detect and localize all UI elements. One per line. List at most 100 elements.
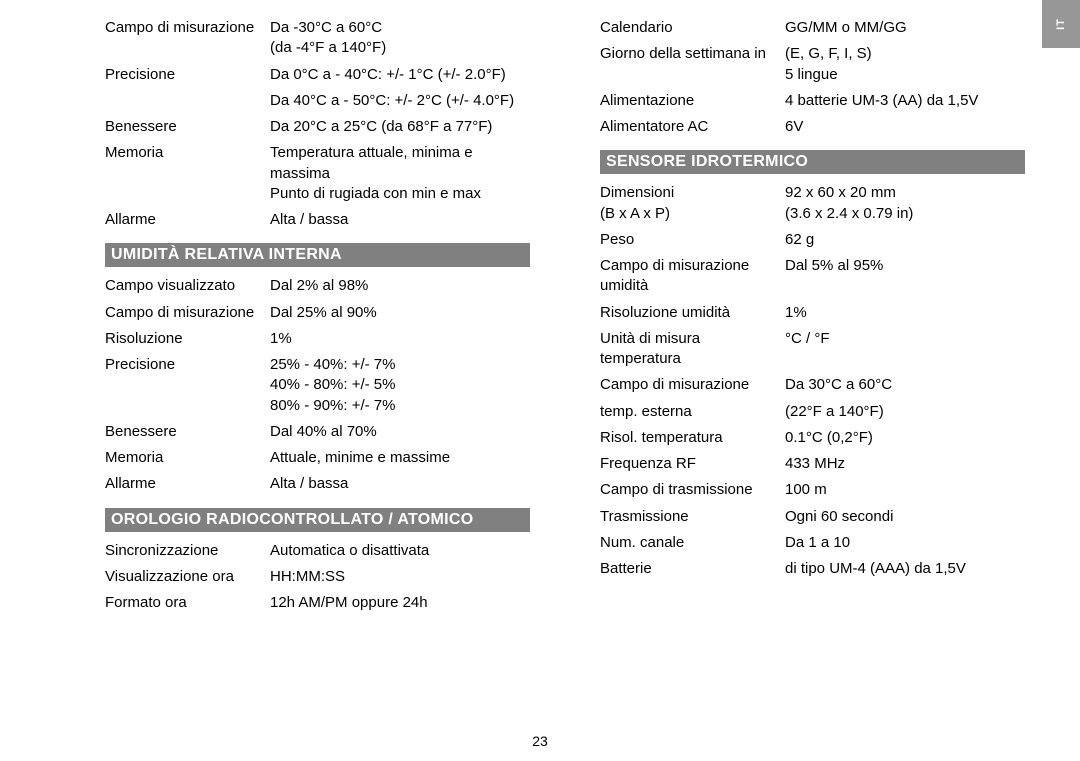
- spec-value: 1%: [270, 326, 530, 352]
- table-row: Frequenza RF433 MHz: [600, 451, 1025, 477]
- table-row: Visualizzazione oraHH:MM:SS: [105, 564, 530, 590]
- page-number: 23: [0, 733, 1080, 749]
- table-row: AllarmeAlta / bassa: [105, 207, 530, 233]
- spec-value: Dal 25% al 90%: [270, 300, 530, 326]
- spec-label: Alimentatore AC: [600, 114, 785, 140]
- table-row: Campo di trasmissione100 m: [600, 477, 1025, 503]
- section-header-sensor: SENSORE IDROTERMICO: [600, 150, 1025, 174]
- table-row: Num. canaleDa 1 a 10: [600, 530, 1025, 556]
- spec-label: Batterie: [600, 556, 785, 582]
- table-row: Unità di misura temperatura°C / °F: [600, 326, 1025, 373]
- spec-label: Benessere: [105, 114, 270, 140]
- spec-label: Memoria: [105, 140, 270, 207]
- spec-label: Precisione: [105, 62, 270, 88]
- spec-label: Campo di trasmissione: [600, 477, 785, 503]
- spec-label: Unità di misura temperatura: [600, 326, 785, 373]
- spec-label: Trasmissione: [600, 504, 785, 530]
- table-row: Da 40°C a - 50°C: +/- 2°C (+/- 4.0°F): [105, 88, 530, 114]
- table-row: CalendarioGG/MM o MM/GG: [600, 15, 1025, 41]
- spec-table-humidity: Campo visualizzatoDal 2% al 98%Campo di …: [105, 273, 530, 497]
- spec-value: Dal 5% al 95%: [785, 253, 1025, 300]
- spec-label: Campo di misurazione: [105, 300, 270, 326]
- table-row: Campo di misurazioneDa 30°C a 60°C: [600, 372, 1025, 398]
- spec-label: Frequenza RF: [600, 451, 785, 477]
- left-column: Campo di misurazioneDa -30°C a 60°C(da -…: [105, 15, 530, 616]
- spec-label: Allarme: [105, 471, 270, 497]
- spec-value: 100 m: [785, 477, 1025, 503]
- spec-label: Risoluzione umidità: [600, 300, 785, 326]
- spec-label: Campo di misurazione: [105, 15, 270, 62]
- table-row: BenessereDa 20°C a 25°C (da 68°F a 77°F): [105, 114, 530, 140]
- table-row: MemoriaTemperatura attuale, minima e mas…: [105, 140, 530, 207]
- spec-value: Da 30°C a 60°C: [785, 372, 1025, 398]
- spec-value: Da 20°C a 25°C (da 68°F a 77°F): [270, 114, 530, 140]
- table-row: Campo di misurazioneDa -30°C a 60°C(da -…: [105, 15, 530, 62]
- spec-label: Peso: [600, 227, 785, 253]
- section-header-clock: OROLOGIO RADIOCONTROLLATO / ATOMICO: [105, 508, 530, 532]
- spec-value: Ogni 60 secondi: [785, 504, 1025, 530]
- table-row: SincronizzazioneAutomatica o disattivata: [105, 538, 530, 564]
- table-row: TrasmissioneOgni 60 secondi: [600, 504, 1025, 530]
- spec-value: HH:MM:SS: [270, 564, 530, 590]
- language-tab-text: IT: [1055, 18, 1067, 30]
- spec-label: Risoluzione: [105, 326, 270, 352]
- spec-value: 12h AM/PM oppure 24h: [270, 590, 530, 616]
- spec-label: Sincronizzazione: [105, 538, 270, 564]
- spec-value: 4 batterie UM-3 (AA) da 1,5V: [785, 88, 1025, 114]
- spec-value: (E, G, F, I, S)5 lingue: [785, 41, 1025, 88]
- spec-label: Campo visualizzato: [105, 273, 270, 299]
- spec-value: 1%: [785, 300, 1025, 326]
- spec-value: GG/MM o MM/GG: [785, 15, 1025, 41]
- spec-label: Giorno della settimana in: [600, 41, 785, 88]
- table-row: Giorno della settimana in(E, G, F, I, S)…: [600, 41, 1025, 88]
- spec-label: Num. canale: [600, 530, 785, 556]
- spec-label: Campo di misurazione umidità: [600, 253, 785, 300]
- spec-value: 433 MHz: [785, 451, 1025, 477]
- spec-value: di tipo UM-4 (AAA) da 1,5V: [785, 556, 1025, 582]
- spec-value: Da -30°C a 60°C(da -4°F a 140°F): [270, 15, 530, 62]
- spec-table-sensor: Dimensioni(B x A x P)92 x 60 x 20 mm(3.6…: [600, 180, 1025, 582]
- spec-table-top-right: CalendarioGG/MM o MM/GGGiorno della sett…: [600, 15, 1025, 140]
- page-content: Campo di misurazioneDa -30°C a 60°C(da -…: [0, 0, 1080, 616]
- spec-label: Dimensioni(B x A x P): [600, 180, 785, 227]
- spec-value: Alta / bassa: [270, 207, 530, 233]
- spec-value: Attuale, minime e massime: [270, 445, 530, 471]
- table-row: Alimentazione4 batterie UM-3 (AA) da 1,5…: [600, 88, 1025, 114]
- table-row: Risoluzione umidità1%: [600, 300, 1025, 326]
- spec-value: Temperatura attuale, minima e massimaPun…: [270, 140, 530, 207]
- spec-label: Risol. temperatura: [600, 425, 785, 451]
- spec-label: temp. esterna: [600, 399, 785, 425]
- table-row: Campo visualizzatoDal 2% al 98%: [105, 273, 530, 299]
- spec-label: Calendario: [600, 15, 785, 41]
- table-row: BenessereDal 40% al 70%: [105, 419, 530, 445]
- right-column: CalendarioGG/MM o MM/GGGiorno della sett…: [600, 15, 1025, 616]
- spec-value: 92 x 60 x 20 mm(3.6 x 2.4 x 0.79 in): [785, 180, 1025, 227]
- table-row: Campo di misurazioneDal 25% al 90%: [105, 300, 530, 326]
- spec-label: Visualizzazione ora: [105, 564, 270, 590]
- table-row: AllarmeAlta / bassa: [105, 471, 530, 497]
- table-row: temp. esterna(22°F a 140°F): [600, 399, 1025, 425]
- spec-label: Allarme: [105, 207, 270, 233]
- spec-label: Precisione: [105, 352, 270, 419]
- spec-label: Memoria: [105, 445, 270, 471]
- table-row: Alimentatore AC6V: [600, 114, 1025, 140]
- spec-label: Benessere: [105, 419, 270, 445]
- table-row: Risoluzione1%: [105, 326, 530, 352]
- spec-value: (22°F a 140°F): [785, 399, 1025, 425]
- spec-value: 6V: [785, 114, 1025, 140]
- spec-value: Alta / bassa: [270, 471, 530, 497]
- spec-value: 62 g: [785, 227, 1025, 253]
- spec-value: °C / °F: [785, 326, 1025, 373]
- spec-label: Campo di misurazione: [600, 372, 785, 398]
- spec-value: Da 40°C a - 50°C: +/- 2°C (+/- 4.0°F): [270, 88, 530, 114]
- table-row: Risol. temperatura0.1°C (0,2°F): [600, 425, 1025, 451]
- spec-table-clock: SincronizzazioneAutomatica o disattivata…: [105, 538, 530, 617]
- table-row: Peso62 g: [600, 227, 1025, 253]
- table-row: Precisione25% - 40%: +/- 7%40% - 80%: +/…: [105, 352, 530, 419]
- spec-value: Da 0°C a - 40°C: +/- 1°C (+/- 2.0°F): [270, 62, 530, 88]
- spec-value: 0.1°C (0,2°F): [785, 425, 1025, 451]
- spec-value: Dal 2% al 98%: [270, 273, 530, 299]
- spec-value: Da 1 a 10: [785, 530, 1025, 556]
- spec-value: Automatica o disattivata: [270, 538, 530, 564]
- table-row: PrecisioneDa 0°C a - 40°C: +/- 1°C (+/- …: [105, 62, 530, 88]
